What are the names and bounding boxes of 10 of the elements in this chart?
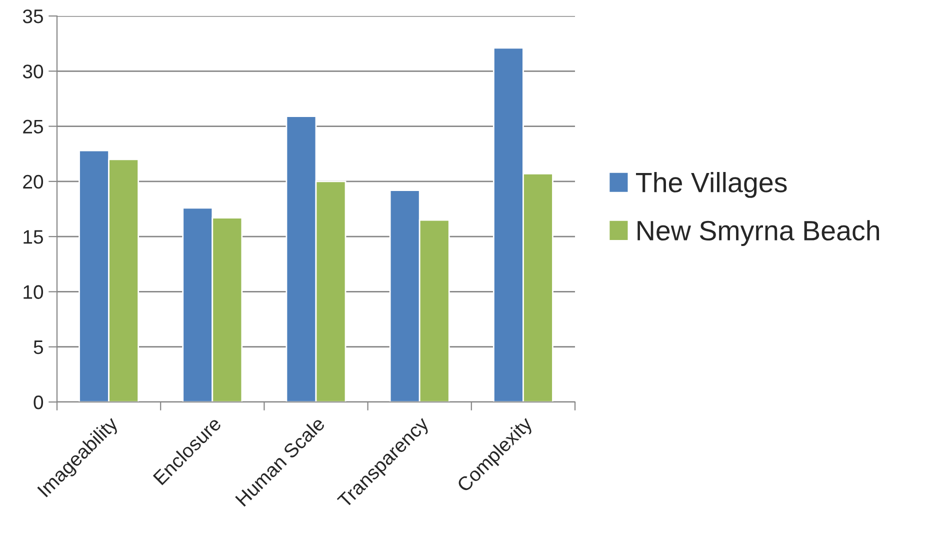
y-tick-label: 35 [22,9,43,24]
y-tick-label: 10 [24,285,44,299]
y-tick-label: 25 [23,120,43,134]
y-tick-label: 5 [34,340,43,354]
y-tick-label: 15 [24,230,43,244]
y-tick-label: 20 [23,174,44,189]
legend-label: The Villages [636,172,787,198]
y-tick-label: 0 [34,395,44,410]
legend-label: New Smyrna Beach [638,220,880,246]
y-tick-label: 30 [22,64,44,78]
